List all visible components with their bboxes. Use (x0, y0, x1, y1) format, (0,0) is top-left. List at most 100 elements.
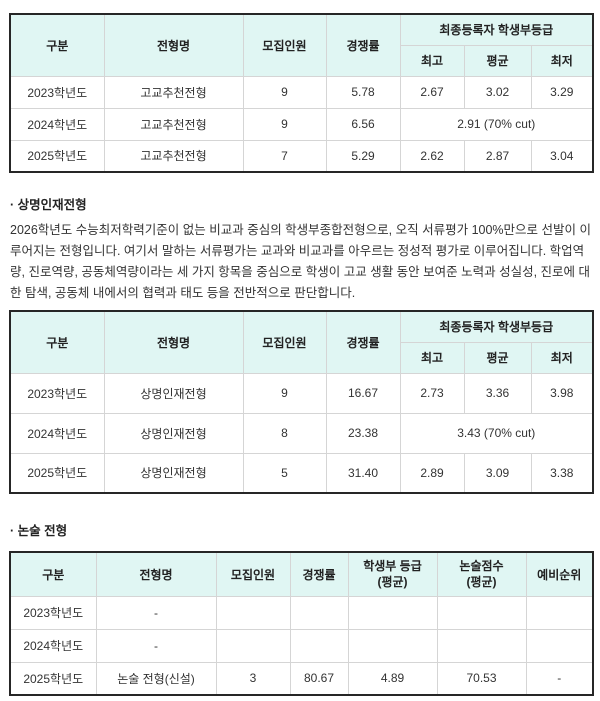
cell-avg: 3.09 (463, 452, 532, 494)
cell-waitlist-rank (525, 595, 594, 630)
table-row: 2023학년도 상명인재전형 9 16.67 2.73 3.36 3.98 (9, 372, 594, 414)
section-heading-nonsul: · 논술 전형 (10, 524, 68, 538)
cell-quota: 3 (215, 661, 291, 696)
table-header-row: 구분 전형명 모집인원 경쟁률 최종등록자 학생부등급 (9, 310, 594, 374)
col-header-ratio: 경쟁률 (325, 310, 401, 374)
cell-max: 2.89 (399, 452, 465, 494)
cell-name: - (95, 628, 217, 663)
cell-min: 3.04 (530, 139, 594, 173)
cell-ratio: 23.38 (325, 412, 401, 454)
gyogyo-admission-table: 구분 전형명 모집인원 경쟁률 최종등록자 학생부등급 최고 평균 최저 202… (9, 13, 595, 173)
table-header-row: 구분 전형명 모집인원 경쟁률 최종등록자 학생부등급 (9, 13, 594, 77)
table-row: 2024학년도 - (9, 628, 594, 663)
col-header-ratio: 경쟁률 (325, 13, 401, 77)
cell-min: 3.98 (530, 372, 594, 414)
cell-waitlist-rank (525, 628, 594, 663)
cell-name: 고교추천전형 (103, 107, 244, 141)
cell-name: 상명인재전형 (103, 412, 244, 454)
cell-record-grade: 4.89 (347, 661, 438, 696)
cell-name: 고교추천전형 (103, 139, 244, 173)
col-header-avg: 평균 (463, 341, 532, 374)
cell-year: 2025학년도 (9, 661, 97, 696)
cell-quota: 5 (242, 452, 327, 494)
section-body-sangmyung: 2026학년도 수능최저학력기준이 없는 비교과 중심의 학생부종합전형으로, … (10, 223, 591, 300)
cell-name: 논술 전형(신설) (95, 661, 217, 696)
cell-avg: 3.02 (463, 75, 532, 109)
col-header-category: 구분 (9, 551, 97, 597)
cell-ratio: 5.78 (325, 75, 401, 109)
cell-essay-score (436, 628, 527, 663)
cell-year: 2023학년도 (9, 595, 97, 630)
cell-essay-score: 70.53 (436, 661, 527, 696)
cell-min: 3.38 (530, 452, 594, 494)
table-row: 2023학년도 고교추천전형 9 5.78 2.67 3.02 3.29 (9, 75, 594, 109)
col-header-name: 전형명 (95, 551, 217, 597)
table-row: 2024학년도 상명인재전형 8 23.38 3.43 (70% cut) (9, 412, 594, 454)
cell-year: 2023학년도 (9, 372, 105, 414)
col-header-max: 최고 (399, 341, 465, 374)
cell-year: 2025학년도 (9, 139, 105, 173)
cell-ratio (289, 595, 349, 630)
cell-record-grade (347, 595, 438, 630)
cell-year: 2024학년도 (9, 107, 105, 141)
section-heading-sangmyung: · 상명인재전형 (10, 198, 87, 212)
cell-quota: 9 (242, 75, 327, 109)
cell-ratio: 16.67 (325, 372, 401, 414)
cell-quota (215, 595, 291, 630)
col-header-record-grade: 학생부 등급 (평균) (347, 551, 438, 597)
cell-quota: 8 (242, 412, 327, 454)
col-header-min: 최저 (530, 44, 594, 77)
col-header-name: 전형명 (103, 13, 244, 77)
table-row: 2024학년도 고교추천전형 9 6.56 2.91 (70% cut) (9, 107, 594, 141)
cell-name: 상명인재전형 (103, 372, 244, 414)
cell-ratio: 5.29 (325, 139, 401, 173)
cell-name: 상명인재전형 (103, 452, 244, 494)
col-header-quota: 모집인원 (242, 13, 327, 77)
cell-year: 2025학년도 (9, 452, 105, 494)
cell-year: 2024학년도 (9, 628, 97, 663)
table-row: 2023학년도 - (9, 595, 594, 630)
table-subheader-row: 최고 평균 최저 (10, 341, 594, 374)
cell-avg: 2.87 (463, 139, 532, 173)
cell-waitlist-rank: - (525, 661, 594, 696)
table-subheader-row: 최고 평균 최저 (10, 44, 594, 77)
col-header-ratio: 경쟁률 (289, 551, 349, 597)
cell-record-grade (347, 628, 438, 663)
col-header-waitlist-rank: 예비순위 (525, 551, 594, 597)
cell-quota (215, 628, 291, 663)
col-header-quota: 모집인원 (215, 551, 291, 597)
cell-ratio: 31.40 (325, 452, 401, 494)
cell-ratio: 80.67 (289, 661, 349, 696)
col-header-name: 전형명 (103, 310, 244, 374)
cell-year: 2023학년도 (9, 75, 105, 109)
cell-grade-merged: 2.91 (70% cut) (399, 107, 594, 141)
table-row: 2025학년도 고교추천전형 7 5.29 2.62 2.87 3.04 (9, 139, 594, 173)
cell-max: 2.62 (399, 139, 465, 173)
cell-name: 고교추천전형 (103, 75, 244, 109)
cell-quota: 7 (242, 139, 327, 173)
table-row: 2025학년도 상명인재전형 5 31.40 2.89 3.09 3.38 (9, 452, 594, 494)
col-header-quota: 모집인원 (242, 310, 327, 374)
nonsul-admission-table: 구분 전형명 모집인원 경쟁률 학생부 등급 (평균) 논술점수 (평균) 예비… (9, 551, 594, 696)
col-header-avg: 평균 (463, 44, 532, 77)
cell-ratio: 6.56 (325, 107, 401, 141)
sangmyung-admission-table: 구분 전형명 모집인원 경쟁률 최종등록자 학생부등급 최고 평균 최저 202… (9, 310, 595, 494)
cell-ratio (289, 628, 349, 663)
gyogyo-table-header: 구분 전형명 모집인원 경쟁률 최종등록자 학생부등급 최고 평균 최저 (9, 13, 594, 77)
col-header-max: 최고 (399, 44, 465, 77)
cell-grade-merged: 3.43 (70% cut) (399, 412, 594, 454)
cell-quota: 9 (242, 107, 327, 141)
cell-min: 3.29 (530, 75, 594, 109)
table-header-row: 구분 전형명 모집인원 경쟁률 학생부 등급 (평균) 논술점수 (평균) 예비… (9, 551, 594, 597)
cell-year: 2024학년도 (9, 412, 105, 454)
col-header-essay-score: 논술점수 (평균) (436, 551, 527, 597)
col-header-min: 최저 (530, 341, 594, 374)
col-header-category: 구분 (9, 13, 105, 77)
cell-max: 2.67 (399, 75, 465, 109)
sangmyung-table-header: 구분 전형명 모집인원 경쟁률 최종등록자 학생부등급 최고 평균 최저 (9, 310, 594, 374)
cell-quota: 9 (242, 372, 327, 414)
cell-name: - (95, 595, 217, 630)
col-header-grade-group: 최종등록자 학생부등급 (399, 310, 594, 343)
cell-avg: 3.36 (463, 372, 532, 414)
